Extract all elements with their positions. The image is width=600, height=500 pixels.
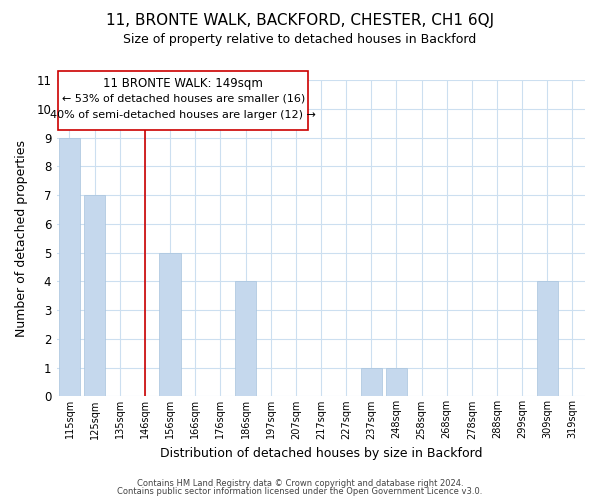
Text: 11 BRONTE WALK: 149sqm: 11 BRONTE WALK: 149sqm	[103, 76, 263, 90]
Bar	[235, 282, 256, 397]
Text: Contains HM Land Registry data © Crown copyright and database right 2024.: Contains HM Land Registry data © Crown c…	[137, 478, 463, 488]
FancyBboxPatch shape	[58, 72, 308, 130]
Text: ← 53% of detached houses are smaller (16): ← 53% of detached houses are smaller (16…	[62, 94, 305, 104]
Text: Size of property relative to detached houses in Backford: Size of property relative to detached ho…	[124, 32, 476, 46]
Bar	[386, 368, 407, 396]
X-axis label: Distribution of detached houses by size in Backford: Distribution of detached houses by size …	[160, 447, 482, 460]
Bar	[84, 195, 105, 396]
Y-axis label: Number of detached properties: Number of detached properties	[15, 140, 28, 336]
Text: 40% of semi-detached houses are larger (12) →: 40% of semi-detached houses are larger (…	[50, 110, 316, 120]
Text: Contains public sector information licensed under the Open Government Licence v3: Contains public sector information licen…	[118, 487, 482, 496]
Bar	[59, 138, 80, 396]
Text: 11, BRONTE WALK, BACKFORD, CHESTER, CH1 6QJ: 11, BRONTE WALK, BACKFORD, CHESTER, CH1 …	[106, 12, 494, 28]
Bar	[361, 368, 382, 396]
Bar	[536, 282, 558, 397]
Bar	[160, 252, 181, 396]
